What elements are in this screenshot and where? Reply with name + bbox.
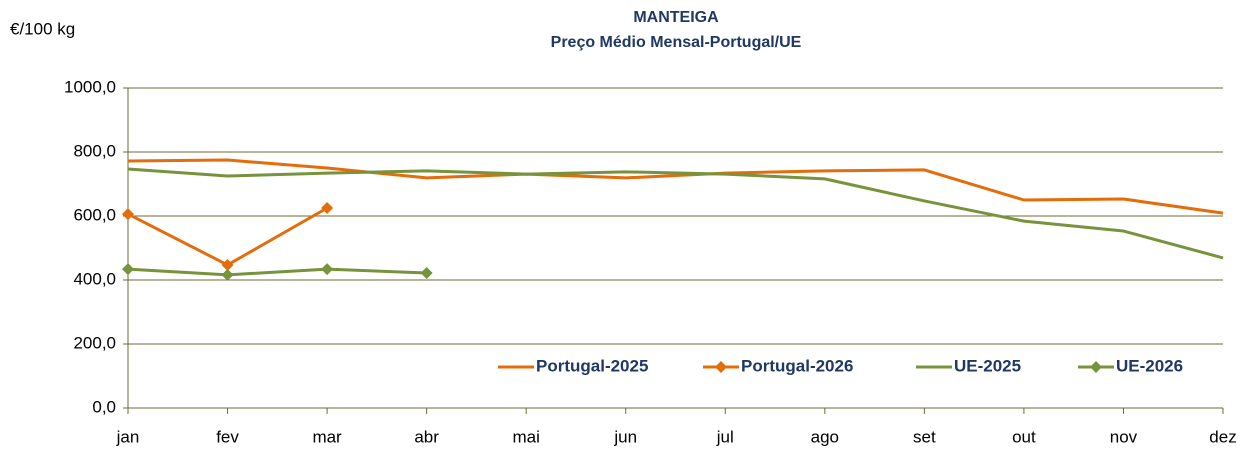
point-marker xyxy=(321,263,334,276)
legend-label: UE-2026 xyxy=(1116,356,1183,375)
y-axis-label: €/100 kg xyxy=(10,19,75,38)
x-tick-label: fev xyxy=(216,427,239,446)
x-tick-label: jul xyxy=(716,427,734,446)
point-marker xyxy=(221,268,234,281)
y-tick-label: 600,0 xyxy=(73,205,116,224)
series-line xyxy=(127,267,427,277)
y-tick-label: 400,0 xyxy=(73,269,116,288)
x-tick-label: nov xyxy=(1110,427,1138,446)
chart-subtitle: Preço Médio Mensal-Portugal/UE xyxy=(551,34,802,51)
legend-marker xyxy=(1090,361,1102,373)
point-marker xyxy=(420,266,433,279)
x-tick-label: out xyxy=(1012,427,1036,446)
x-tick-label: abr xyxy=(414,427,439,446)
x-tick-label: mai xyxy=(512,427,539,446)
series-line xyxy=(127,167,1224,260)
y-tick-label: 800,0 xyxy=(73,141,116,160)
legend-label: UE-2025 xyxy=(954,356,1021,375)
y-tick-label: 0,0 xyxy=(92,397,116,416)
legend-label: Portugal-2026 xyxy=(741,356,853,375)
legend-marker xyxy=(715,361,727,373)
series-line xyxy=(127,206,328,267)
point-marker xyxy=(122,263,134,276)
point-marker xyxy=(221,258,234,271)
legend-label: Portugal-2025 xyxy=(536,356,648,375)
x-tick-label: ago xyxy=(811,427,839,446)
point-marker xyxy=(321,202,334,214)
series-line xyxy=(127,158,1224,215)
x-tick-label: jun xyxy=(613,427,637,446)
x-tick-label: set xyxy=(913,427,936,446)
x-tick-label: mar xyxy=(312,427,342,446)
chart-title: MANTEIGA xyxy=(633,9,719,26)
y-tick-label: 200,0 xyxy=(73,333,116,352)
y-tick-label: 1000,0 xyxy=(64,77,116,96)
point-marker xyxy=(122,208,134,221)
x-tick-label: dez xyxy=(1209,427,1236,446)
x-tick-label: jan xyxy=(116,427,140,446)
